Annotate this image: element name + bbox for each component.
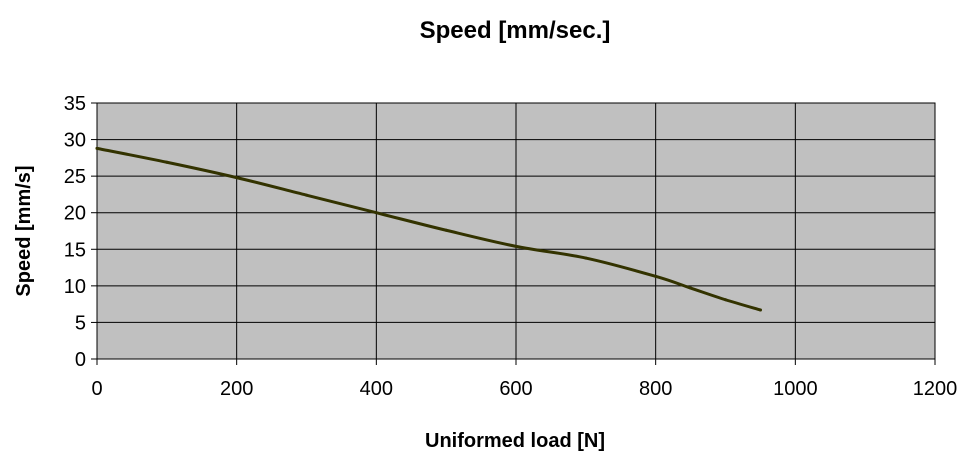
x-tick-label: 1000 bbox=[773, 378, 818, 400]
data-point bbox=[165, 160, 169, 164]
data-point bbox=[444, 228, 448, 232]
data-point bbox=[654, 274, 658, 278]
y-tick-label: 20 bbox=[64, 203, 86, 225]
x-axis-label: Uniformed load [N] bbox=[425, 430, 605, 452]
y-tick-label: 10 bbox=[64, 276, 86, 298]
data-point bbox=[374, 211, 378, 215]
x-tick-label: 800 bbox=[639, 378, 672, 400]
data-point bbox=[584, 256, 588, 260]
data-point bbox=[514, 244, 518, 248]
data-point bbox=[95, 146, 99, 150]
series-group bbox=[95, 146, 762, 312]
axis-ticks: 0 5 10 15 20 25 30 35 0 200 400 600 800 1000 1200 bbox=[64, 93, 958, 400]
y-tick-label: 25 bbox=[64, 166, 86, 188]
y-tick-label: 35 bbox=[64, 93, 86, 115]
data-point bbox=[305, 193, 308, 197]
y-tick-label: 0 bbox=[75, 349, 86, 371]
y-tick-label: 5 bbox=[75, 312, 86, 334]
x-tick-label: 1200 bbox=[913, 378, 958, 400]
x-tick-label: 200 bbox=[220, 378, 253, 400]
data-point bbox=[235, 176, 239, 180]
data-point bbox=[724, 298, 727, 302]
x-tick-label: 600 bbox=[499, 378, 532, 400]
grid-lines bbox=[97, 103, 935, 359]
y-tick-label: 15 bbox=[64, 239, 86, 261]
x-tick-label: 0 bbox=[91, 378, 102, 400]
chart-title: Speed [mm/sec.] bbox=[420, 17, 611, 44]
x-tick-label: 400 bbox=[360, 378, 393, 400]
y-axis-label: Speed [mm/s] bbox=[13, 165, 35, 296]
data-point bbox=[758, 308, 762, 312]
data-point bbox=[689, 286, 693, 290]
y-tick-label: 30 bbox=[64, 130, 86, 152]
